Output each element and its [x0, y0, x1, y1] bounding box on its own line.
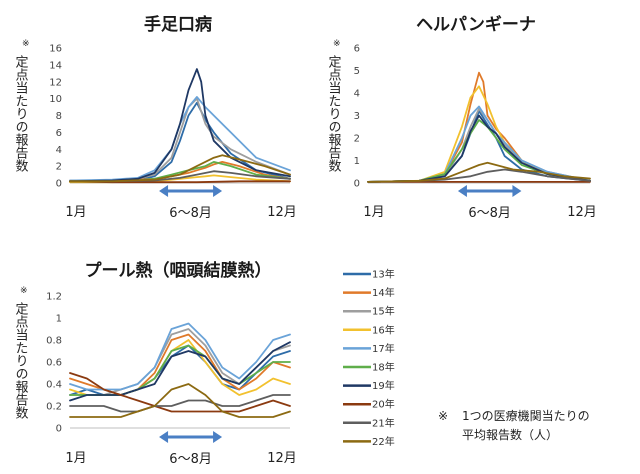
legend-label: 21年: [372, 416, 395, 429]
chart-herpangina: ヘルパンギーナ ※ 定点当たりの報告数 0 1 2 3 4 5 6 1月 6～8月 12月: [326, 15, 597, 221]
chart-hand-foot-mouth: 手足口病 ※ 定点当たりの報告数 0 2 4 6 8 10 12 14 16 1月 6～8月 12月: [13, 14, 297, 221]
series-line-20年: [69, 372, 291, 413]
series-line-19年: [367, 114, 591, 183]
x-month-label: 1月: [65, 205, 86, 220]
series-line-22年: [367, 161, 591, 183]
y-tick-label: 4: [56, 145, 62, 156]
chart-pharyngoconjunctival-fever: プール熱（咽頭結膜熱） ※ 定点当たりの報告数 0 0.2 0.4 0.6 0.8 1 1.…: [13, 260, 297, 467]
ylabel-mark: ※: [22, 39, 30, 49]
y-axis-label: 定点当たりの報告数: [13, 302, 29, 419]
y-tick-label: 2: [56, 162, 62, 173]
legend-label: 16年: [372, 323, 395, 336]
y-axis-label: 定点当たりの報告数: [13, 55, 29, 172]
y-tick-label: 3: [354, 111, 360, 122]
legend-item: 20年: [343, 398, 395, 411]
series-line-16年: [367, 85, 591, 183]
x-month-label: 12月: [567, 205, 597, 220]
ylabel-mark: ※: [333, 39, 341, 49]
y-tick-label: 1.2: [46, 292, 62, 303]
series-line-21年: [69, 394, 291, 413]
legend-item: 13年: [343, 268, 395, 281]
x-month-label: 12月: [267, 205, 297, 220]
footnote-mark: ※: [438, 409, 448, 423]
chart-title: プール熱（咽頭結膜熱）: [85, 260, 272, 281]
range-arrow-left-head: [159, 431, 169, 443]
legend-label: 18年: [372, 361, 395, 374]
y-tick-label: 10: [49, 94, 62, 105]
series-line-19年: [69, 68, 291, 183]
legend-item: 19年: [343, 379, 395, 392]
legend-label: 20年: [372, 398, 395, 411]
series-line-13年: [69, 101, 291, 183]
legend-item: 18年: [343, 361, 395, 374]
legend-item: 17年: [343, 342, 395, 355]
footnote: ※ 1つの医療機関当たりの 平均報告数（人）: [438, 408, 590, 442]
footnote-line2: 平均報告数（人）: [462, 427, 558, 442]
y-tick-label: 4: [354, 89, 360, 100]
legend-item: 16年: [343, 323, 395, 336]
chart-title: ヘルパンギーナ: [416, 15, 536, 35]
y-tick-label: 5: [354, 66, 360, 77]
series-line-17年: [367, 105, 591, 183]
y-tick-label: 0: [56, 424, 62, 435]
y-tick-label: 1: [354, 156, 360, 167]
legend: 13年 14年 15年 16年 17年 18年 19年 20年 21年 22年: [343, 268, 395, 448]
range-arrow-right-head: [213, 431, 223, 443]
y-tick-label: 0.8: [46, 336, 62, 347]
footnote-line1: 1つの医療機関当たりの: [462, 408, 590, 423]
y-tick-label: 0: [354, 179, 360, 190]
legend-label: 15年: [372, 305, 395, 318]
y-tick-label: 14: [49, 60, 62, 71]
legend-label: 14年: [372, 286, 395, 299]
x-month-label: 12月: [267, 451, 297, 466]
y-tick-label: 12: [49, 77, 62, 88]
legend-item: 21年: [343, 416, 395, 429]
range-arrow-left-head: [457, 185, 467, 197]
highlight-range-label: 6～8月: [468, 206, 511, 221]
series-line-22年: [69, 383, 291, 418]
legend-label: 22年: [372, 435, 395, 448]
y-tick-label: 0.4: [46, 380, 62, 391]
y-tick-label: 16: [49, 44, 62, 55]
y-tick-label: 6: [354, 44, 360, 55]
legend-label: 17年: [372, 342, 395, 355]
legend-item: 22年: [343, 435, 395, 448]
series-line-19年: [69, 341, 291, 402]
legend-item: 14年: [343, 286, 395, 299]
series-line-22年: [69, 154, 291, 183]
range-arrow-right-head: [213, 185, 223, 197]
highlight-range-label: 6～8月: [169, 206, 212, 221]
x-month-label: 1月: [363, 205, 384, 220]
ylabel-mark: ※: [20, 286, 28, 296]
y-tick-label: 0: [56, 179, 62, 190]
y-tick-label: 0.6: [46, 358, 62, 369]
y-tick-label: 2: [354, 134, 360, 145]
legend-label: 13年: [372, 268, 395, 281]
legend-label: 19年: [372, 379, 395, 392]
x-month-label: 1月: [65, 451, 86, 466]
y-axis-label: 定点当たりの報告数: [326, 55, 342, 172]
y-tick-label: 0.2: [46, 402, 62, 413]
legend-item: 15年: [343, 305, 395, 318]
highlight-range-label: 6～8月: [169, 452, 212, 467]
y-tick-label: 8: [56, 111, 62, 122]
range-arrow-right-head: [512, 185, 522, 197]
y-tick-label: 1: [56, 314, 62, 325]
chart-title: 手足口病: [144, 14, 212, 35]
range-arrow-left-head: [159, 185, 169, 197]
series-line-17年: [69, 322, 291, 391]
series-line-18年: [367, 119, 591, 183]
y-tick-label: 6: [56, 128, 62, 139]
